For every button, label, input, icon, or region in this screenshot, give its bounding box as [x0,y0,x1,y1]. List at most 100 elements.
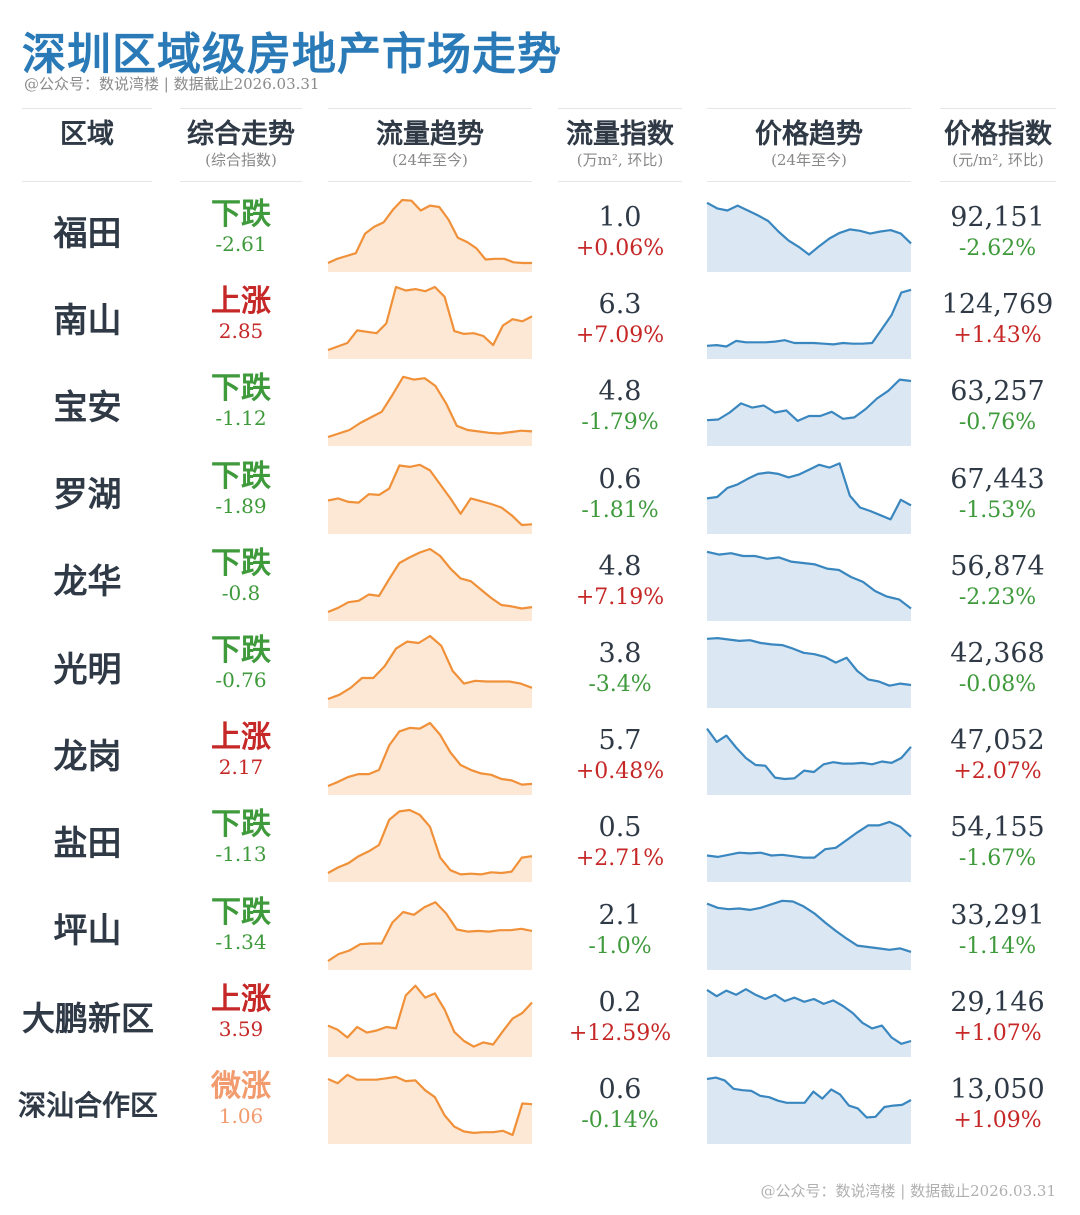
flow-sparkline [327,984,533,1057]
price-index-value: 92,151 [950,202,1045,233]
flow-sparkline-line [327,634,533,701]
flow-index-change: +7.09% [575,323,665,349]
flow-index-cell: 1.0 +0.06% [555,201,685,263]
header-flow-index-sub: (万m², 环比) [576,151,664,169]
header-flow-trend-sub: (24年至今) [392,151,468,169]
price-sparkline [706,201,912,272]
flow-sparkline-area [328,723,532,796]
flow-sparkline-line [327,547,533,613]
header-flow-index-title: 流量指数 [566,119,674,150]
price-index-change: -1.53% [958,497,1037,523]
header-region-title: 区域 [60,119,114,150]
price-index-change: +1.09% [953,1108,1042,1133]
price-sparkline-line [706,728,912,781]
price-sparkline-area [707,379,911,447]
flow-index-change: -1.79% [581,410,659,436]
price-sparkline-area [707,822,911,883]
price-sparkline-line [706,1076,912,1119]
header-price-index-title: 价格指数 [944,119,1052,150]
trend-index: -0.76 [215,668,267,692]
trend-index: 1.06 [218,1104,264,1128]
trend-index: -1.89 [215,493,267,518]
trend-word: 微涨 [211,1069,271,1104]
flow-sparkline-line [327,809,533,876]
trend-word: 下跌 [211,807,271,843]
price-index-cell: 33,291 -1.14% [935,899,1060,961]
flow-sparkline-area [328,377,532,447]
price-sparkline [706,550,912,621]
flow-index-value: 4.8 [598,376,642,408]
price-index-value: 56,874 [950,550,1045,582]
flow-sparkline-line [327,286,533,352]
price-index-cell: 63,257 -0.76% [935,375,1060,437]
flow-index-change: +0.06% [575,236,665,261]
flow-sparkline [327,547,533,621]
flow-sparkline [327,198,532,272]
flow-sparkline-area [328,636,532,708]
price-sparkline-line [706,987,912,1045]
flow-sparkline-area [328,810,532,883]
flow-index-cell: 0.6 -0.14% [555,1073,685,1135]
trend-cell: 下跌 -1.12 [180,372,302,431]
price-index-change: +1.07% [953,1020,1042,1046]
trend-cell: 下跌 -0.8 [180,545,302,605]
flow-index-cell: 4.8 +7.19% [555,550,685,612]
trend-word: 上涨 [211,284,271,320]
trend-word: 上涨 [211,981,271,1017]
price-index-change: +2.07% [953,759,1042,785]
price-sparkline-line [706,821,912,860]
region-name: 南山 [53,300,122,341]
header-price-trend: 价格趋势 (24年至今) [707,108,911,182]
flow-index-change: +2.71% [575,846,665,872]
region-name: 龙岗 [53,736,122,777]
trend-cell: 下跌 -2.61 [180,198,302,257]
trend-index: 2.17 [218,755,264,780]
price-index-value: 33,291 [950,899,1045,931]
region-name: 宝安 [53,388,122,428]
price-index-value: 13,050 [950,1074,1045,1105]
price-sparkline-line [706,637,912,687]
price-sparkline-line [706,461,912,521]
flow-index-value: 3.8 [598,638,642,669]
price-index-value: 47,052 [950,725,1045,757]
trend-index: 3.59 [218,1016,264,1041]
trend-cell: 微涨 1.06 [180,1069,302,1129]
flow-index-value: 4.8 [598,550,642,582]
price-index-value: 54,155 [950,812,1045,844]
flow-index-cell: 0.6 -1.81% [555,463,685,525]
trend-word: 下跌 [211,545,271,581]
price-sparkline-area [707,202,911,272]
price-sparkline [706,987,912,1057]
price-index-value: 67,443 [950,463,1045,495]
price-sparkline [706,637,912,708]
flow-sparkline-area [328,548,532,621]
trend-index: -2.61 [215,232,267,256]
price-index-cell: 67,443 -1.53% [935,463,1060,525]
price-index-change: -1.67% [958,846,1037,872]
flow-sparkline-line [327,1073,533,1137]
flow-index-value: 6.3 [598,289,642,321]
flow-sparkline-line [327,722,533,788]
flow-sparkline-line [327,463,533,526]
price-index-value: 124,769 [941,289,1054,321]
page-title: 深圳区域级房地产市场走势 [22,29,562,80]
flow-sparkline [327,376,533,447]
header-flow-trend: 流量趋势 (24年至今) [328,108,532,182]
flow-index-value: 5.7 [598,725,642,757]
flow-sparkline-line [327,900,533,962]
flow-sparkline [327,463,533,534]
trend-cell: 下跌 -1.34 [180,895,302,954]
price-sparkline [706,461,912,534]
flow-sparkline-line [327,984,533,1048]
flow-index-cell: 0.5 +2.71% [555,811,685,873]
page-footer: @公众号：数说湾楼 | 数据截止2026.03.31 [760,1182,1056,1200]
price-sparkline-area [707,551,911,621]
flow-sparkline-area [328,200,532,272]
flow-sparkline [327,900,533,970]
price-sparkline-area [707,1077,911,1144]
price-sparkline [706,1076,912,1144]
price-index-cell: 47,052 +2.07% [935,724,1060,786]
flow-index-change: +12.59% [568,1020,672,1046]
flow-sparkline-area [328,287,532,360]
trend-index: -0.8 [221,580,261,605]
